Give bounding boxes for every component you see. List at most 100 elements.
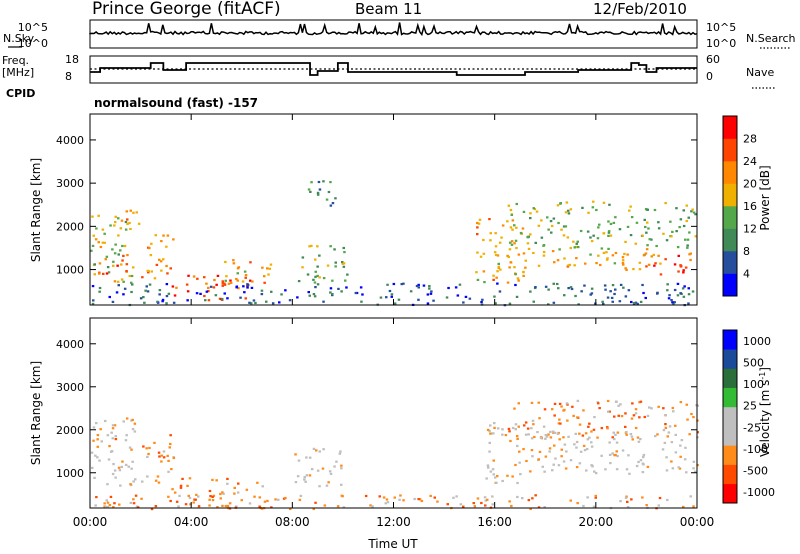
scatter-point [226,477,229,480]
scatter-point [129,483,132,486]
scatter-point [131,283,134,286]
scatter-point [682,271,685,274]
scatter-point [630,300,633,304]
scatter-point [602,201,606,204]
scatter-point [98,290,101,293]
scatter-point [589,293,592,296]
scatter-point [648,406,651,409]
scatter-point [679,218,683,221]
scatter-point [605,251,608,254]
scatter-point [679,455,682,458]
scatter-point [687,302,690,305]
scatter-point [682,505,685,508]
scatter-point [119,484,122,487]
station-title: Prince George (fitACF) [92,0,281,19]
scatter-point [329,287,333,290]
scatter-point [614,453,617,457]
scatter-point [307,188,311,191]
scatter-point [608,410,611,413]
scatter-point [514,283,517,287]
scatter-point [515,226,518,229]
scatter-point [578,432,581,435]
scatter-point [233,492,236,495]
scatter-point [643,415,646,419]
scatter-point [170,468,173,471]
scatter-point [551,250,555,253]
scatter-point [529,233,532,236]
scatter-point [621,261,625,265]
scatter-point [305,474,309,477]
colorbar-tick-label: 500 [743,356,764,369]
scatter-point [534,286,537,289]
scatter-point [129,227,132,231]
scatter-point [316,274,319,277]
scatter-point [124,228,128,231]
scatter-point [609,462,612,465]
scatter-point [696,464,699,467]
scatter-point [101,228,105,231]
scatter-point [270,506,273,509]
scatter-point [160,454,164,457]
scatter-point [598,407,601,410]
scatter-point [670,441,674,444]
scatter-point [213,278,216,282]
scatter-point [489,232,492,235]
scatter-point [670,299,673,302]
scatter-point [659,273,663,276]
scatter-point [316,265,319,268]
scatter-point [506,281,510,284]
scatter-point [280,293,283,296]
scatter-point [103,232,106,235]
colorbar-swatch [723,464,737,485]
scatter-point [634,408,638,411]
scatter-point [553,402,557,405]
scatter-point [674,424,677,427]
scatter-point [402,499,405,502]
scatter-point [689,258,692,262]
scatter-point [187,274,190,277]
scatter-point [624,267,627,270]
scatter-point [589,236,592,239]
scatter-point [96,438,99,441]
scatter-point [223,282,226,285]
scatter-point [532,207,535,210]
scatter-point [682,295,686,298]
scatter-point [124,220,128,224]
scatter-point [674,433,677,436]
scatter-point [235,505,238,508]
scatter-point [148,446,151,450]
scatter-point [329,245,332,248]
scatter-point [107,271,111,274]
scatter-point [329,204,333,207]
colorbar-tick-label: 4 [743,268,750,281]
scatter-point [585,447,589,451]
scatter-point [582,409,585,412]
scatter-point [685,403,688,406]
scatter-point [91,244,95,247]
scatter-point [611,436,614,439]
scatter-point [123,244,127,248]
x-tick-label: 12:00 [376,515,411,529]
scatter-point [111,437,114,440]
scatter-point [544,434,548,437]
nsearch-tick-low: 10^0 [706,37,736,50]
scatter-point [549,436,553,439]
scatter-point [233,486,236,489]
scatter-point [607,220,610,223]
scatter-point [562,234,566,237]
scatter-point [532,300,535,303]
scatter-point [684,266,688,269]
scatter-point [635,221,639,224]
scatter-point [604,468,607,471]
y-tick-label: 1000 [56,264,84,277]
scatter-point [494,232,497,235]
scatter-point [172,456,176,460]
scatter-point [121,460,124,463]
scatter-point [226,505,229,508]
scatter-point [175,286,178,289]
scatter-point [477,222,481,225]
scatter-point [646,465,650,468]
scatter-point [556,282,559,286]
colorbar-tick-label: 12 [743,223,757,236]
scatter-point [301,256,305,259]
